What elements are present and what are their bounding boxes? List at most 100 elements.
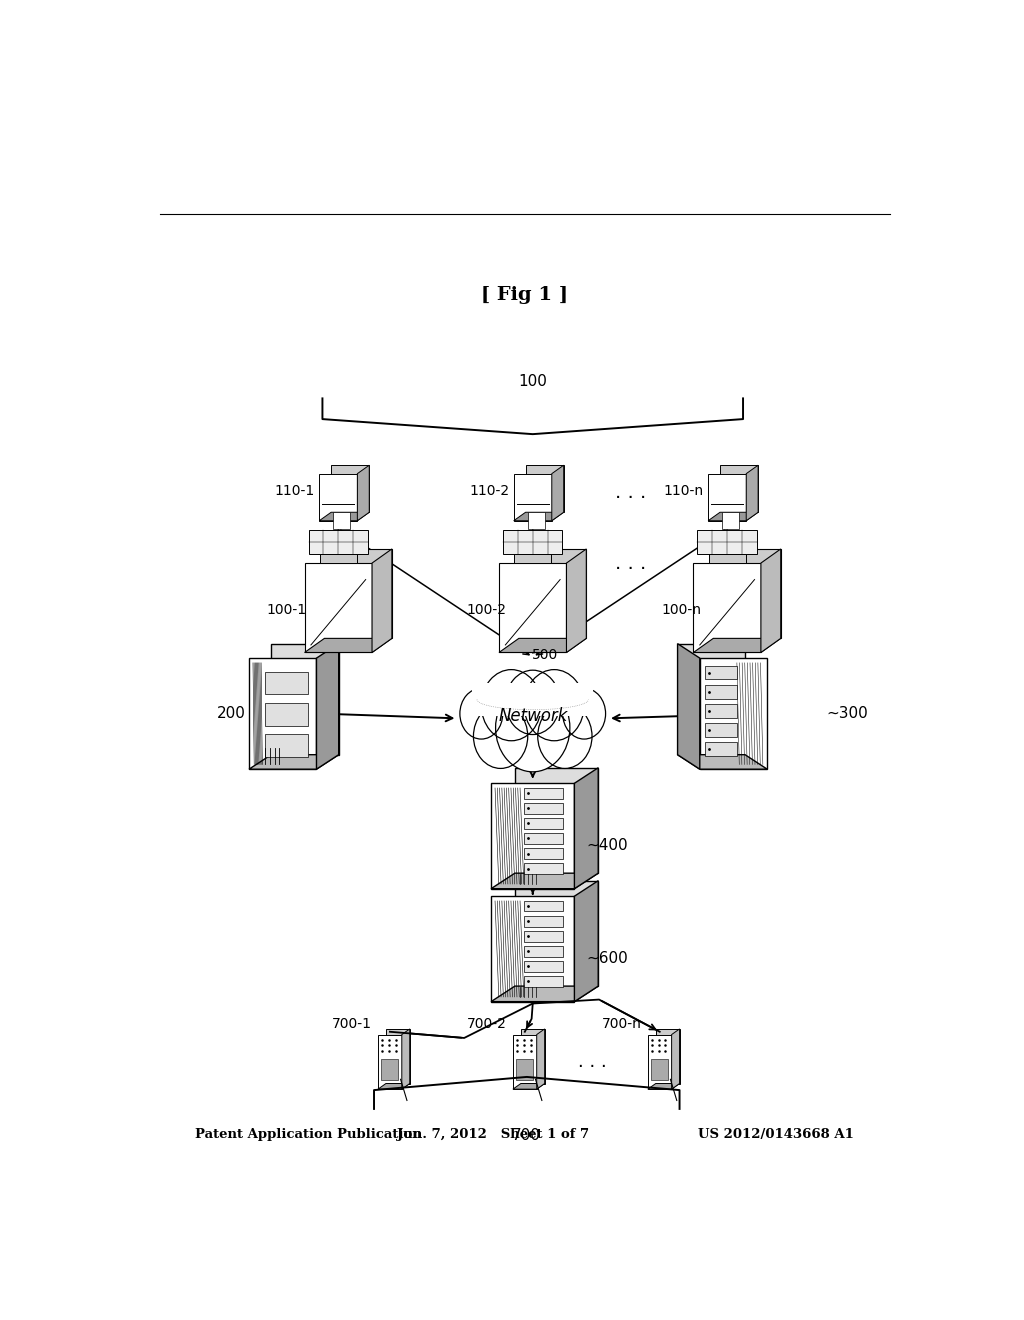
- Text: US 2012/0143668 A1: US 2012/0143668 A1: [698, 1127, 854, 1140]
- Bar: [524, 902, 563, 912]
- Text: . . .: . . .: [578, 1053, 606, 1071]
- Polygon shape: [357, 465, 370, 520]
- Bar: [265, 734, 308, 756]
- Polygon shape: [566, 549, 587, 652]
- Bar: [705, 723, 737, 737]
- Bar: [265, 704, 308, 726]
- Polygon shape: [709, 474, 746, 520]
- Polygon shape: [378, 1084, 410, 1089]
- Polygon shape: [514, 474, 552, 520]
- Polygon shape: [519, 549, 587, 639]
- Polygon shape: [722, 512, 739, 529]
- Polygon shape: [325, 549, 392, 639]
- Bar: [381, 1059, 398, 1080]
- Bar: [524, 931, 563, 941]
- Polygon shape: [372, 549, 392, 652]
- Polygon shape: [514, 512, 563, 520]
- Polygon shape: [513, 1035, 537, 1089]
- Polygon shape: [492, 896, 574, 1002]
- Polygon shape: [514, 553, 551, 564]
- Text: Patent Application Publication: Patent Application Publication: [196, 1127, 422, 1140]
- Text: ~300: ~300: [826, 706, 868, 721]
- Polygon shape: [709, 553, 745, 564]
- Text: [ Fig 1 ]: [ Fig 1 ]: [481, 286, 568, 304]
- Polygon shape: [699, 659, 767, 770]
- Polygon shape: [378, 1035, 401, 1089]
- Bar: [472, 682, 594, 717]
- Polygon shape: [304, 639, 392, 652]
- Polygon shape: [678, 644, 699, 770]
- Polygon shape: [678, 755, 767, 770]
- Circle shape: [563, 688, 605, 739]
- Polygon shape: [693, 564, 761, 652]
- Polygon shape: [527, 512, 545, 529]
- Polygon shape: [672, 1028, 680, 1089]
- Polygon shape: [492, 783, 574, 888]
- Text: 110-2: 110-2: [469, 483, 509, 498]
- Text: Jun. 7, 2012   Sheet 1 of 7: Jun. 7, 2012 Sheet 1 of 7: [397, 1127, 589, 1140]
- Bar: [524, 788, 563, 799]
- Polygon shape: [574, 880, 598, 1002]
- Polygon shape: [693, 639, 780, 652]
- Polygon shape: [648, 1084, 680, 1089]
- Circle shape: [524, 669, 584, 741]
- Text: ~600: ~600: [587, 950, 629, 966]
- Polygon shape: [515, 768, 598, 873]
- Polygon shape: [271, 644, 339, 755]
- Bar: [524, 977, 563, 987]
- Polygon shape: [503, 531, 562, 553]
- Text: . . .: . . .: [614, 483, 646, 502]
- Polygon shape: [574, 768, 598, 888]
- Text: 100: 100: [518, 374, 547, 389]
- Polygon shape: [521, 1028, 545, 1084]
- Text: 110-1: 110-1: [274, 483, 314, 498]
- Bar: [705, 665, 737, 680]
- Circle shape: [460, 688, 503, 739]
- Bar: [265, 672, 308, 694]
- Text: 100-n: 100-n: [662, 603, 701, 618]
- Circle shape: [496, 684, 570, 772]
- Polygon shape: [678, 644, 745, 755]
- Polygon shape: [308, 531, 368, 553]
- Text: 700-n: 700-n: [602, 1018, 642, 1031]
- Bar: [516, 1059, 534, 1080]
- Circle shape: [473, 704, 527, 768]
- Bar: [524, 803, 563, 813]
- Polygon shape: [492, 873, 598, 888]
- Polygon shape: [319, 512, 370, 520]
- Circle shape: [506, 671, 560, 734]
- Polygon shape: [697, 531, 757, 553]
- Text: 700-1: 700-1: [332, 1018, 372, 1031]
- Polygon shape: [648, 1035, 672, 1089]
- Bar: [651, 1059, 669, 1080]
- Polygon shape: [499, 639, 587, 652]
- Bar: [524, 818, 563, 829]
- Bar: [524, 961, 563, 972]
- Bar: [524, 916, 563, 927]
- Polygon shape: [761, 549, 780, 652]
- Polygon shape: [720, 465, 758, 512]
- Polygon shape: [499, 564, 566, 652]
- Polygon shape: [513, 1084, 545, 1089]
- Bar: [524, 863, 563, 874]
- Polygon shape: [537, 1028, 545, 1089]
- Polygon shape: [249, 755, 339, 770]
- Polygon shape: [386, 1028, 410, 1084]
- Polygon shape: [319, 553, 356, 564]
- Polygon shape: [304, 564, 372, 652]
- Polygon shape: [331, 465, 370, 512]
- Polygon shape: [319, 474, 357, 520]
- Text: 500: 500: [531, 648, 558, 663]
- Polygon shape: [714, 549, 780, 639]
- Polygon shape: [515, 880, 598, 986]
- Bar: [524, 946, 563, 957]
- Polygon shape: [249, 659, 316, 770]
- Text: 110-n: 110-n: [664, 483, 703, 498]
- Polygon shape: [401, 1028, 410, 1089]
- Polygon shape: [525, 465, 563, 512]
- Text: 100-1: 100-1: [266, 603, 307, 618]
- Text: . . .: . . .: [614, 553, 646, 573]
- Polygon shape: [492, 986, 598, 1002]
- Text: 100-2: 100-2: [467, 603, 507, 618]
- Text: ~400: ~400: [587, 838, 629, 853]
